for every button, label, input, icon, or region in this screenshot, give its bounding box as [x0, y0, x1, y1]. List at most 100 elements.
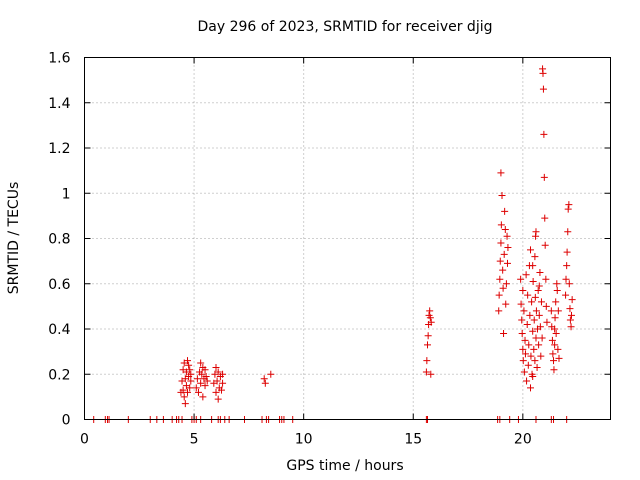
- data-point: [180, 393, 188, 401]
- x-tick-label: 20: [514, 432, 532, 448]
- data-point: [500, 330, 508, 338]
- data-point: [531, 253, 539, 261]
- x-tick-label: 10: [295, 432, 313, 448]
- data-point: [535, 341, 543, 349]
- data-point: [554, 307, 562, 315]
- x-axis-label: GPS time / hours: [286, 458, 403, 474]
- data-point: [502, 280, 510, 288]
- data-point: [197, 379, 205, 387]
- y-tick-label: 0: [62, 413, 71, 429]
- data-point: [219, 370, 227, 378]
- data-point: [194, 388, 202, 396]
- y-tick-label: 0.4: [48, 322, 70, 338]
- data-point: [521, 350, 529, 358]
- data-point: [551, 341, 559, 349]
- data-point: [532, 334, 540, 342]
- data-point: [192, 384, 200, 392]
- data-point: [201, 366, 209, 374]
- data-point: [566, 316, 574, 324]
- data-point: [529, 277, 537, 285]
- data-point: [555, 354, 563, 362]
- data-point: [566, 305, 574, 313]
- data-point: [214, 368, 222, 376]
- data-point: [527, 384, 535, 392]
- data-point: [551, 325, 559, 333]
- data-point: [554, 345, 562, 353]
- data-point: [522, 271, 530, 279]
- x-tick-label: 5: [190, 432, 199, 448]
- data-point: [535, 311, 543, 319]
- data-point: [539, 85, 547, 93]
- y-tick-label: 1.2: [48, 141, 70, 157]
- data-point: [201, 382, 209, 390]
- data-point: [529, 262, 537, 270]
- y-axis-label: SRMTID / TECUs: [6, 182, 22, 295]
- data-point: [423, 341, 431, 349]
- data-point: [496, 275, 504, 283]
- data-point: [520, 368, 528, 376]
- data-point: [212, 363, 220, 371]
- data-point: [551, 314, 559, 322]
- data-point: [427, 370, 435, 378]
- data-point: [564, 228, 572, 236]
- data-point: [187, 370, 195, 378]
- data-point: [537, 298, 545, 306]
- data-point: [565, 201, 573, 209]
- data-point: [520, 307, 528, 315]
- data-point: [212, 388, 220, 396]
- y-tick-label: 1.6: [48, 51, 70, 67]
- data-point: [517, 275, 525, 283]
- data-point: [219, 379, 227, 387]
- data-points: [90, 65, 576, 423]
- data-point: [184, 388, 192, 396]
- data-point: [518, 330, 526, 338]
- data-point: [541, 241, 549, 249]
- data-point: [550, 357, 558, 365]
- data-point: [521, 336, 529, 344]
- data-point: [529, 373, 537, 381]
- data-point: [202, 373, 210, 381]
- data-point: [563, 262, 571, 270]
- data-point: [519, 287, 527, 295]
- data-point: [186, 384, 194, 392]
- data-point: [563, 248, 571, 256]
- y-tick-label: 0.8: [48, 232, 70, 248]
- data-point: [539, 69, 547, 77]
- data-point: [503, 259, 511, 267]
- x-tick-label: 0: [80, 432, 89, 448]
- data-point: [553, 287, 561, 295]
- data-point: [426, 314, 434, 322]
- data-point: [527, 352, 535, 360]
- data-point: [495, 291, 503, 299]
- data-point: [502, 300, 510, 308]
- data-point: [535, 282, 543, 290]
- data-point: [501, 207, 509, 215]
- data-point: [548, 336, 556, 344]
- data-point: [213, 377, 221, 385]
- data-point: [549, 350, 557, 358]
- data-point: [498, 192, 506, 200]
- data-point: [519, 357, 527, 365]
- data-point: [550, 366, 558, 374]
- data-point: [187, 377, 195, 385]
- data-point: [260, 375, 268, 383]
- data-point: [534, 287, 542, 295]
- data-point: [499, 266, 507, 274]
- y-tick-label: 1: [62, 186, 71, 202]
- data-point: [540, 130, 548, 138]
- y-tick-label: 0.6: [48, 277, 70, 293]
- data-point: [552, 330, 560, 338]
- data-point: [427, 318, 435, 326]
- data-point: [186, 366, 194, 374]
- x-axis-ticks: 0 5 10 15 20: [80, 57, 532, 448]
- data-point: [536, 323, 544, 331]
- data-point: [553, 280, 561, 288]
- y-tick-label: 1.4: [48, 96, 70, 112]
- data-point: [536, 268, 544, 276]
- data-point: [552, 298, 560, 306]
- data-point: [424, 332, 432, 340]
- data-point: [504, 244, 512, 252]
- data-point: [568, 296, 576, 304]
- data-point: [543, 318, 551, 326]
